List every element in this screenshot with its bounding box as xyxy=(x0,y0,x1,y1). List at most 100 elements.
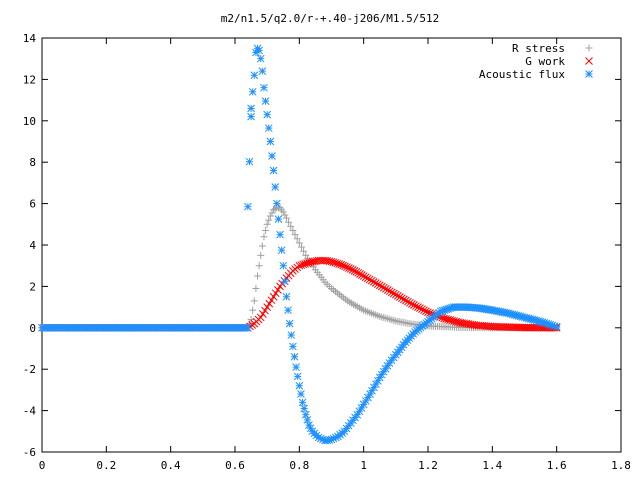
data-point xyxy=(255,262,263,270)
data-point xyxy=(528,323,536,332)
data-point xyxy=(341,262,349,271)
data-point xyxy=(359,272,368,280)
data-point xyxy=(393,291,402,300)
data-point xyxy=(292,363,300,371)
x-tick-label: 0 xyxy=(39,459,46,472)
y-tick-label: 4 xyxy=(29,239,36,252)
data-point xyxy=(268,209,276,217)
legend-marker xyxy=(585,44,593,52)
y-tick-label: 12 xyxy=(23,73,36,86)
data-point xyxy=(354,269,363,277)
data-point xyxy=(289,342,297,351)
data-point xyxy=(271,205,279,213)
data-point xyxy=(274,215,283,223)
y-tick-label: 14 xyxy=(23,32,37,45)
data-point xyxy=(263,303,272,311)
series-g-work xyxy=(38,256,561,332)
data-point xyxy=(516,323,525,332)
data-point xyxy=(505,323,514,331)
data-point xyxy=(352,268,361,276)
data-point xyxy=(256,313,265,322)
data-point xyxy=(418,305,426,314)
data-point xyxy=(514,323,523,332)
data-point xyxy=(348,265,357,274)
data-point xyxy=(343,263,351,272)
data-point xyxy=(503,323,512,331)
y-tick-label: 0 xyxy=(29,322,36,335)
data-point xyxy=(268,152,276,160)
data-point xyxy=(531,323,540,332)
data-point xyxy=(263,110,272,119)
x-tick-label: 1 xyxy=(360,459,367,472)
data-point xyxy=(385,287,394,296)
data-point xyxy=(244,202,252,211)
data-point xyxy=(497,323,506,331)
data-point xyxy=(365,275,374,284)
data-point xyxy=(276,230,284,239)
data-marks xyxy=(38,44,561,445)
y-tick-label: 6 xyxy=(29,198,36,211)
data-point xyxy=(414,303,422,311)
data-point xyxy=(266,212,274,220)
data-point xyxy=(381,364,390,373)
data-point xyxy=(369,278,378,286)
data-point xyxy=(408,300,416,308)
data-point xyxy=(279,261,288,270)
data-point xyxy=(524,323,533,332)
data-point xyxy=(410,301,418,309)
data-point xyxy=(492,322,500,331)
data-point xyxy=(269,166,278,175)
data-point xyxy=(287,222,295,230)
data-point xyxy=(363,274,372,283)
data-point xyxy=(350,267,359,275)
y-tick-label: 2 xyxy=(29,280,36,293)
data-point xyxy=(518,323,527,332)
data-point xyxy=(373,280,382,289)
data-point xyxy=(244,323,252,332)
data-point xyxy=(250,297,258,305)
data-point xyxy=(499,323,508,331)
data-point xyxy=(272,199,281,208)
data-point xyxy=(257,251,265,259)
chart-title: m2/n1.5/q2.0/r-+.40-j206/M1.5/512 xyxy=(221,12,440,25)
data-point xyxy=(271,183,280,191)
data-point xyxy=(379,283,388,292)
x-tick-label: 0.2 xyxy=(96,459,116,472)
data-point xyxy=(285,319,294,328)
data-point xyxy=(522,323,531,332)
data-point xyxy=(494,322,502,331)
data-point xyxy=(339,261,347,270)
x-tick-label: 0.4 xyxy=(161,459,181,472)
data-point xyxy=(285,218,293,226)
data-point xyxy=(295,381,304,390)
data-point xyxy=(249,306,257,314)
plot-frame xyxy=(41,37,622,453)
data-point xyxy=(381,285,390,293)
data-point xyxy=(256,54,265,63)
y-tick-label: -2 xyxy=(23,363,36,376)
data-point xyxy=(269,292,278,301)
data-point xyxy=(301,410,310,419)
data-point xyxy=(496,322,504,331)
data-point xyxy=(281,211,289,219)
data-point xyxy=(356,270,364,278)
x-tick-label: 1.8 xyxy=(611,459,631,472)
data-point xyxy=(303,416,312,424)
data-point xyxy=(255,46,263,55)
data-point xyxy=(258,67,267,75)
data-point xyxy=(250,71,259,80)
x-tick-label: 1.6 xyxy=(547,459,567,472)
data-point xyxy=(245,157,254,166)
data-point xyxy=(261,97,270,105)
data-point xyxy=(284,306,292,315)
data-point xyxy=(265,299,274,308)
y-tick-label: 10 xyxy=(23,115,36,128)
data-point xyxy=(265,216,273,224)
data-point xyxy=(509,323,518,332)
data-point xyxy=(400,295,408,304)
data-point xyxy=(300,404,309,413)
y-tick-label: -6 xyxy=(23,446,36,459)
data-point xyxy=(260,233,268,241)
